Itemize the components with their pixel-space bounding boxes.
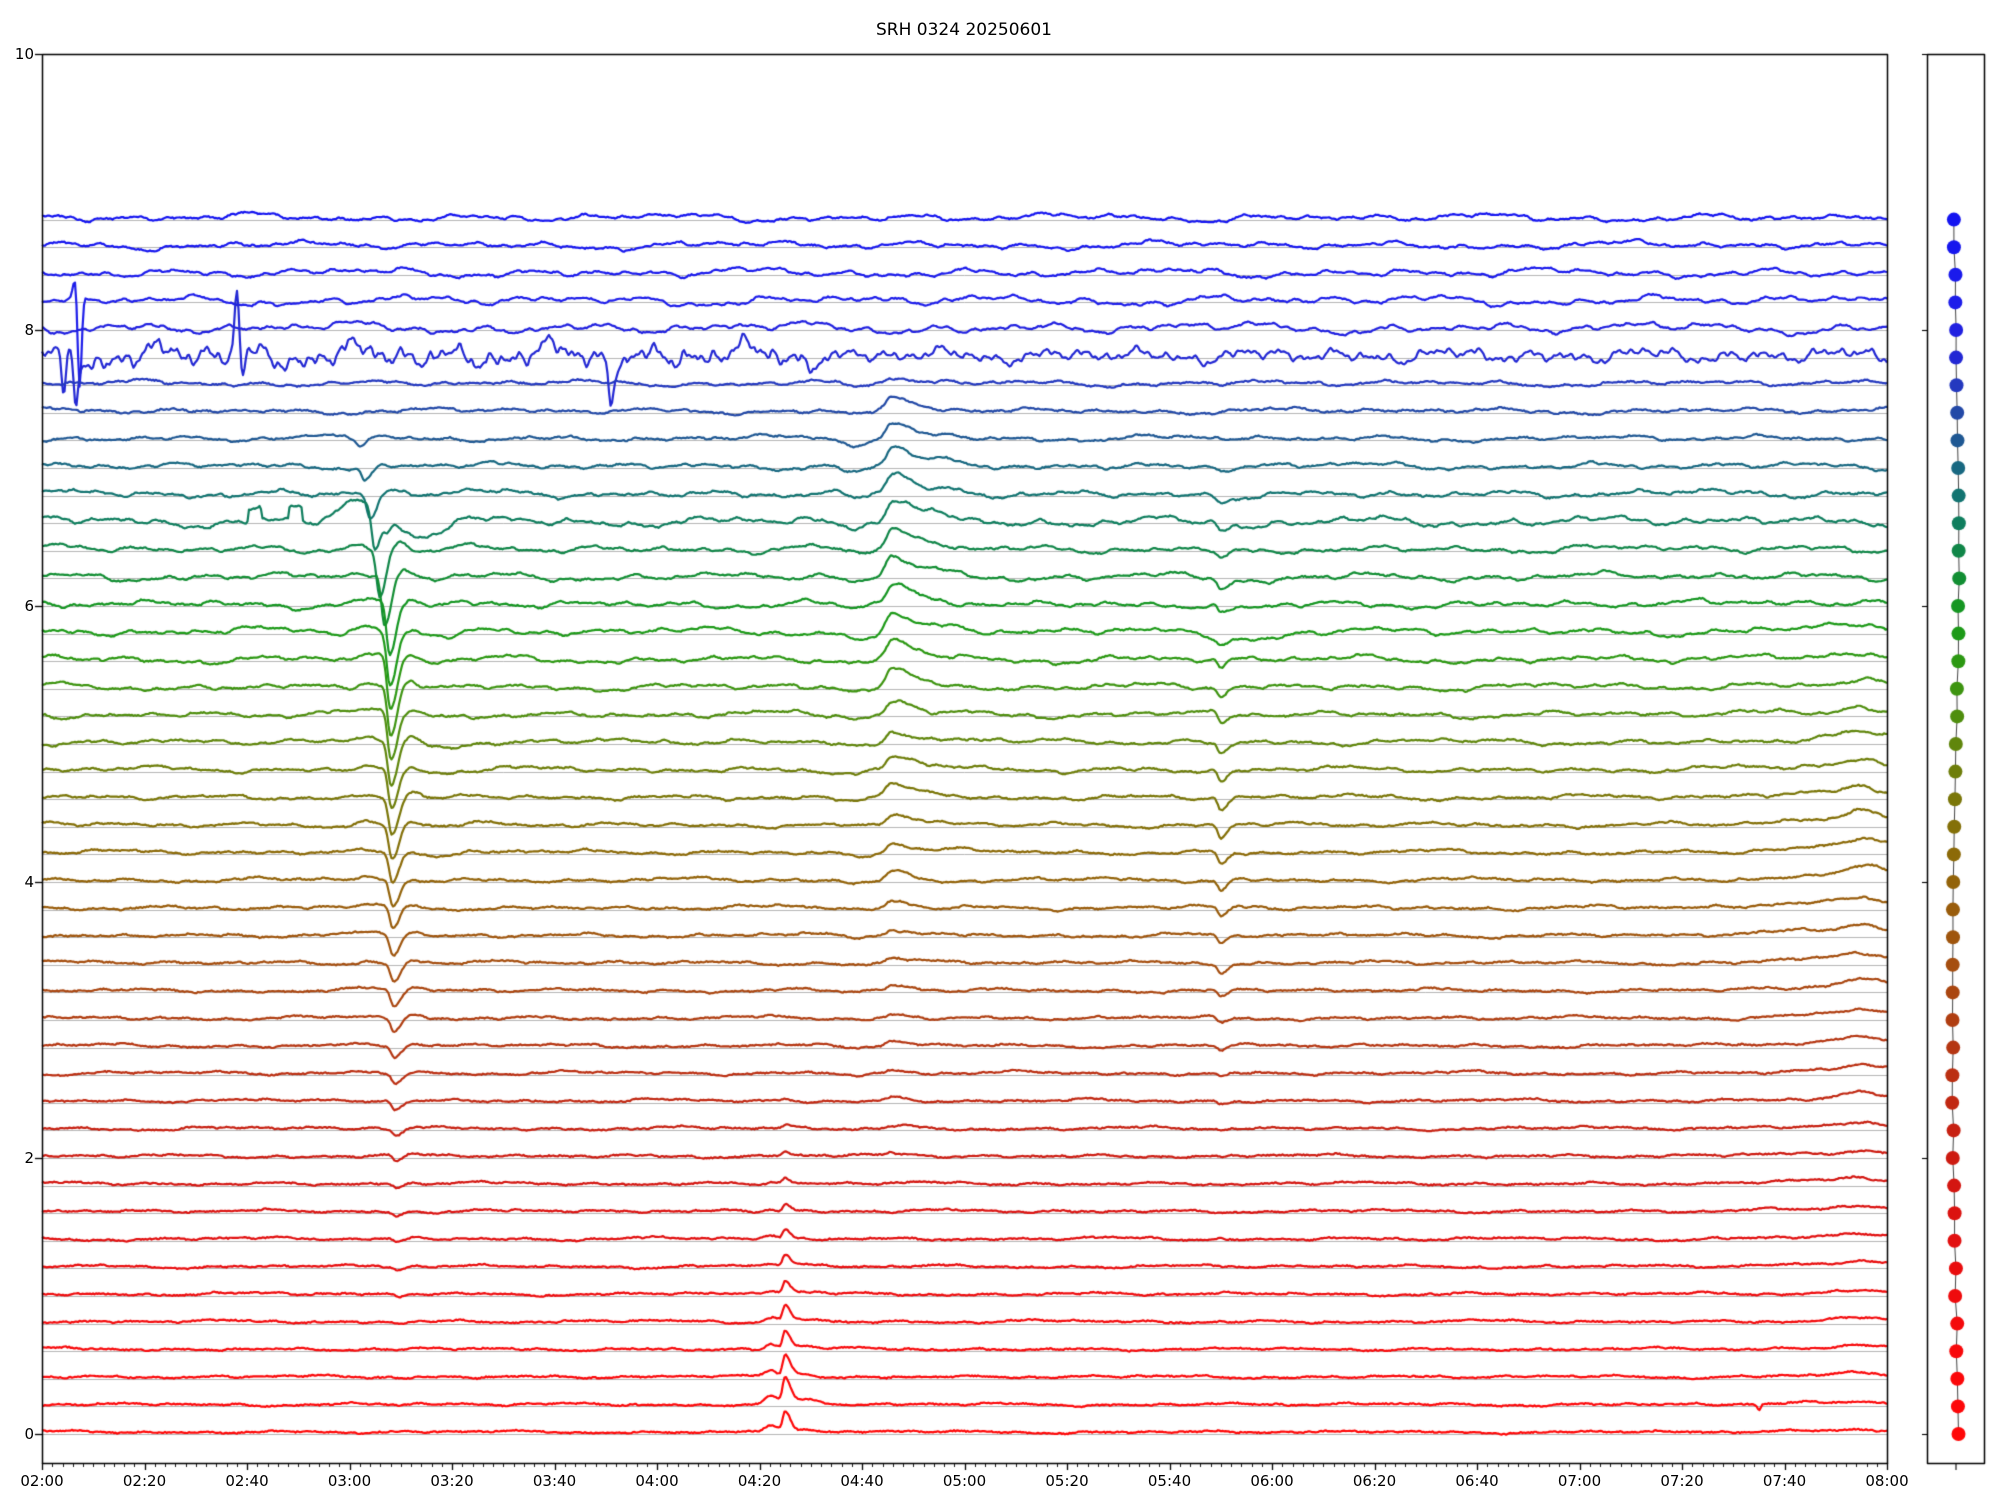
x-tick-label: 07:40 — [1762, 1472, 1807, 1490]
x-tick-label: 02:00 — [20, 1472, 64, 1490]
x-tick-label: 05:40 — [1147, 1472, 1192, 1490]
y-tick-label: 6 — [24, 597, 34, 615]
x-tick-label: 08:00 — [1865, 1472, 1909, 1490]
x-tick-label: 04:20 — [737, 1472, 782, 1490]
x-tick-label: 06:40 — [1455, 1472, 1499, 1490]
x-tick-label: 06:00 — [1250, 1472, 1294, 1490]
x-tick-label: 04:40 — [840, 1472, 884, 1490]
x-tick-label: 03:20 — [430, 1472, 474, 1490]
x-tick-label: 07:20 — [1660, 1472, 1704, 1490]
x-tick-label: 06:20 — [1352, 1472, 1397, 1490]
y-tick-label: 4 — [24, 873, 34, 891]
x-tick-label: 07:00 — [1557, 1472, 1602, 1490]
y-tick-label: 8 — [24, 321, 34, 339]
y-tick-label: 2 — [24, 1149, 34, 1167]
y-tick-label: 10 — [14, 45, 34, 63]
x-tick-label: 05:20 — [1045, 1472, 1089, 1490]
x-tick-label: 02:20 — [122, 1472, 167, 1490]
chart-title: SRH 0324 20250601 — [876, 20, 1052, 40]
x-tick-label: 03:00 — [327, 1472, 372, 1490]
x-tick-label: 02:40 — [225, 1472, 269, 1490]
x-tick-label: 04:00 — [635, 1472, 679, 1490]
x-tick-label: 05:00 — [942, 1472, 987, 1490]
x-tick-label: 03:40 — [532, 1472, 577, 1490]
y-tick-label: 0 — [24, 1425, 34, 1443]
